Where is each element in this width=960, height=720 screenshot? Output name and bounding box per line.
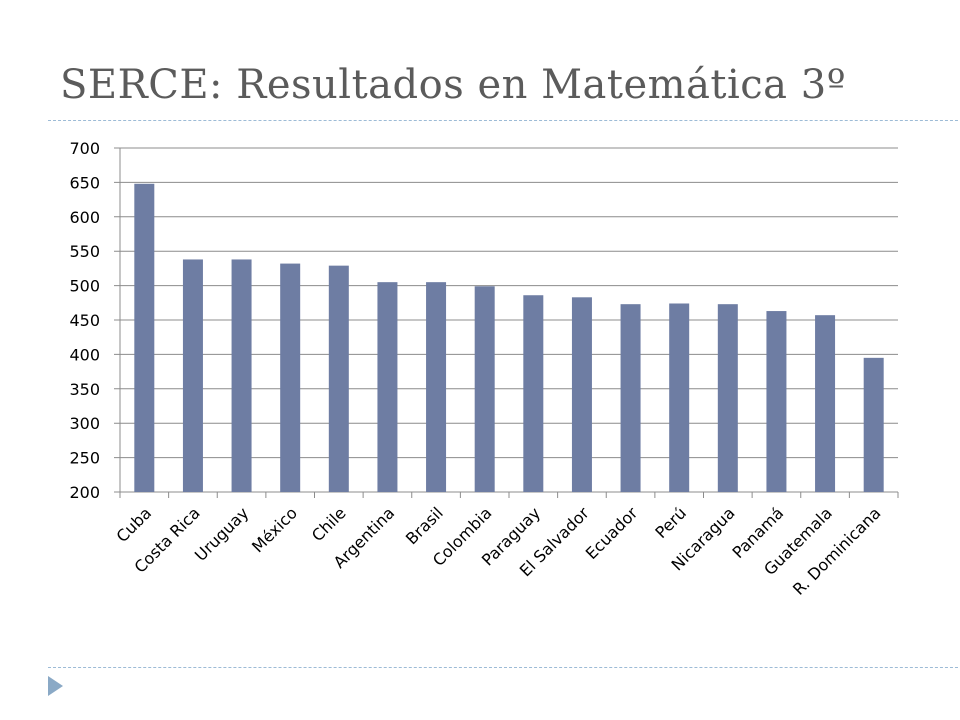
y-tick-label: 250 <box>69 449 100 468</box>
bar <box>717 304 738 492</box>
bar <box>280 263 301 492</box>
title-divider <box>48 120 960 121</box>
bar <box>669 303 690 492</box>
bar <box>231 259 252 492</box>
bar <box>571 297 592 492</box>
bar <box>426 282 447 492</box>
bar <box>182 259 203 492</box>
y-tick-label: 200 <box>69 483 100 502</box>
bar <box>620 304 641 492</box>
x-tick-label: Brasil <box>402 503 447 548</box>
bar <box>523 295 544 492</box>
bar <box>766 311 787 492</box>
bar <box>474 286 495 492</box>
y-tick-label: 350 <box>69 380 100 399</box>
bar <box>134 183 155 492</box>
x-tick-label: Perú <box>651 503 690 542</box>
y-tick-label: 450 <box>69 311 100 330</box>
x-tick-label: Ecuador <box>582 503 642 563</box>
bars <box>134 183 884 492</box>
y-tick-labels: 200 250 300 350 400 450 500 550 600 650 700 <box>69 139 100 502</box>
bar <box>863 357 884 492</box>
triangle-bullet-icon <box>48 676 63 696</box>
bar-chart: 200 250 300 350 400 450 500 550 600 650 700 CubaCo… <box>69 139 899 599</box>
y-tick-label: 500 <box>69 277 100 296</box>
y-tick-label: 700 <box>69 139 100 158</box>
y-tick-label: 300 <box>69 414 100 433</box>
x-tick-label: R. Dominicana <box>789 503 884 598</box>
bar <box>377 282 398 492</box>
axes <box>119 148 899 498</box>
x-tick-label: Chile <box>308 503 350 545</box>
y-tick-label: 600 <box>69 208 100 227</box>
x-tick-label: México <box>248 503 301 556</box>
y-tick-label: 400 <box>69 345 100 364</box>
bar <box>328 265 349 492</box>
y-tick-label: 650 <box>69 173 100 192</box>
x-tick-label: Uruguay <box>191 503 253 565</box>
slide-title: SERCE: Resultados en Matemática 3º <box>60 62 847 108</box>
bar <box>815 315 836 492</box>
footer-divider <box>48 667 960 668</box>
y-tick-label: 550 <box>69 242 100 261</box>
x-tick-label: Cuba <box>113 503 156 546</box>
